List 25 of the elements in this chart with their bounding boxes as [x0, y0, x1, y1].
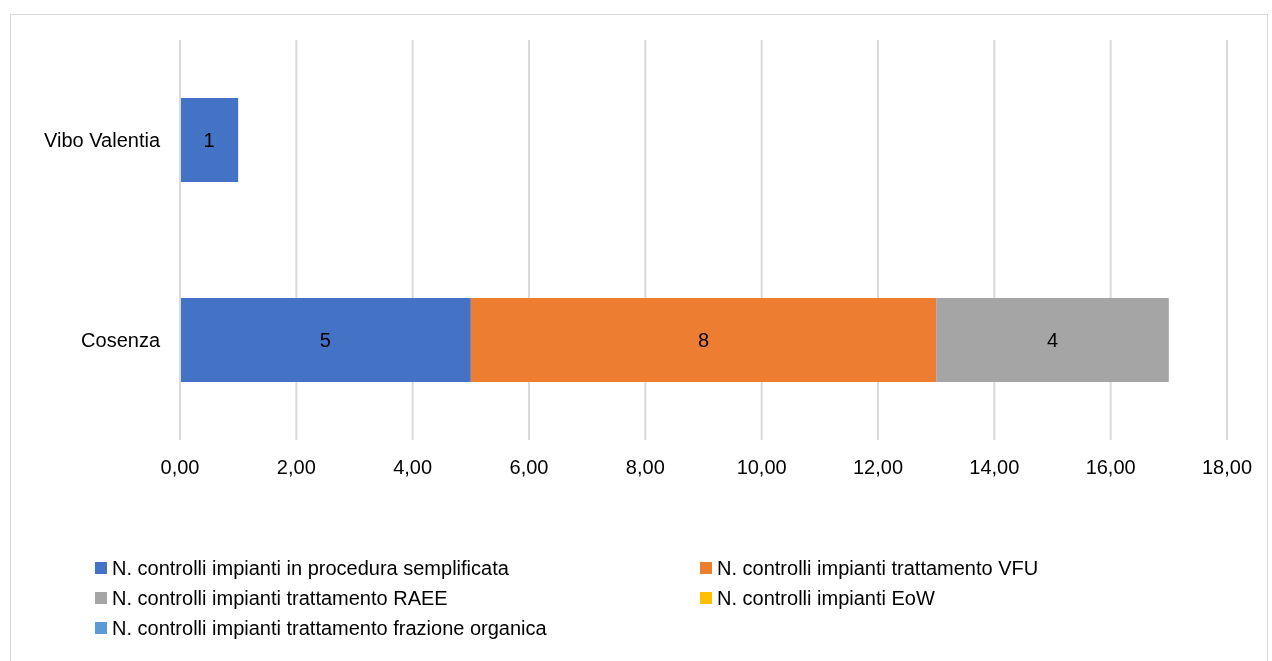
x-tick-label: 12,00 — [852, 456, 904, 479]
legend-label: N. controlli impianti trattamento VFU — [717, 556, 1039, 580]
data-label: 4 — [1046, 329, 1059, 352]
bar — [936, 298, 1169, 382]
x-tick-label: 4,00 — [393, 456, 433, 479]
x-tick-label: 8,00 — [625, 456, 665, 479]
data-label: 1 — [203, 129, 215, 152]
x-tick-label: 14,00 — [969, 456, 1020, 479]
bar — [180, 98, 239, 182]
x-tick-label: 6,00 — [509, 456, 549, 479]
x-tick-label: 18,00 — [1201, 456, 1253, 479]
y-tick-label: Vibo Valentia — [43, 129, 161, 152]
bar — [180, 298, 471, 382]
legend-label: N. controlli impianti in procedura semplificata — [112, 556, 509, 580]
y-tick-label: Cosenza — [81, 329, 161, 352]
x-tick-label: 2,00 — [276, 456, 316, 479]
x-tick-label: 0,00 — [160, 456, 200, 479]
legend-label: N. controlli impianti trattamento RAEE — [112, 586, 448, 610]
x-tick-label: 16,00 — [1085, 456, 1136, 479]
data-label: 8 — [697, 329, 710, 352]
bar — [470, 298, 937, 382]
x-tick-label: 10,00 — [736, 456, 787, 479]
data-label: 5 — [319, 329, 331, 352]
legend-label: N. controlli impianti trattamento frazione organica — [112, 616, 547, 640]
legend-label: N. controlli impianti EoW — [717, 586, 935, 610]
